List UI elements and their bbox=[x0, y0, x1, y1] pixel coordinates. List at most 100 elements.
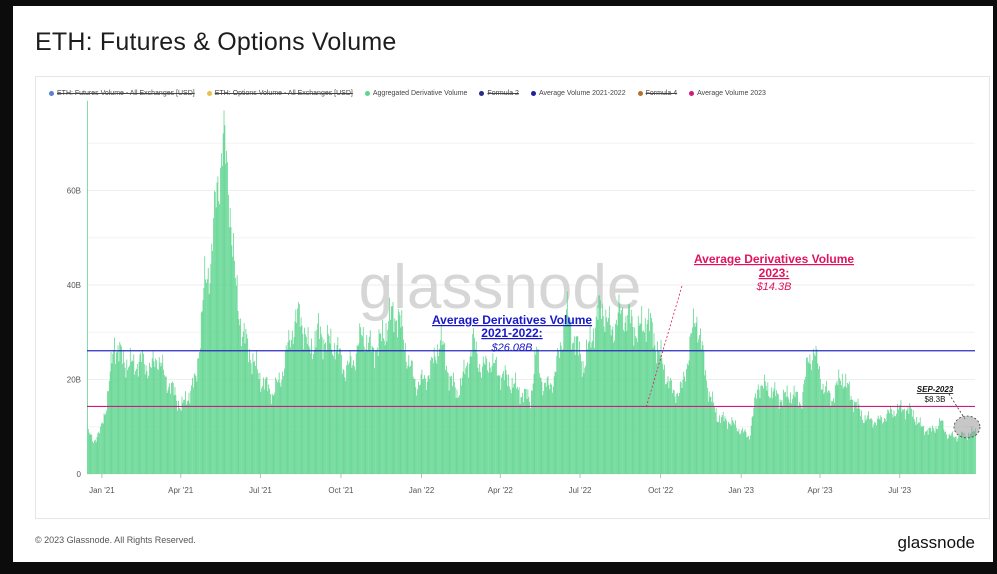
legend-item[interactable]: Formula 2 bbox=[479, 86, 519, 100]
bar bbox=[714, 406, 715, 474]
bar bbox=[880, 415, 882, 474]
bar bbox=[956, 441, 958, 474]
bar bbox=[344, 377, 346, 474]
bar bbox=[384, 345, 386, 474]
legend-label: Formula 4 bbox=[645, 89, 678, 97]
bar bbox=[185, 391, 186, 474]
bar bbox=[928, 427, 930, 474]
x-tick-label: Apr '21 bbox=[168, 486, 194, 495]
bar bbox=[935, 426, 937, 474]
bar bbox=[119, 341, 121, 474]
bar bbox=[545, 382, 546, 474]
legend-item[interactable]: Average Volume 2021-2022 bbox=[530, 86, 626, 100]
bar bbox=[120, 344, 122, 474]
legend-item[interactable]: ETH: Futures Volume - All Exchanges [USD… bbox=[49, 86, 195, 100]
bar bbox=[797, 391, 798, 474]
bar bbox=[822, 383, 824, 474]
bar bbox=[647, 319, 649, 474]
bar bbox=[946, 439, 948, 474]
bar bbox=[800, 406, 802, 474]
bar bbox=[495, 356, 497, 474]
bar bbox=[491, 365, 493, 474]
bar bbox=[573, 336, 575, 474]
bar bbox=[175, 394, 177, 474]
bar bbox=[445, 369, 446, 474]
bar bbox=[693, 323, 695, 474]
bar bbox=[340, 348, 341, 474]
bar bbox=[805, 357, 807, 474]
bar bbox=[798, 402, 800, 474]
bar bbox=[521, 397, 523, 474]
annotation-sep23-highlight bbox=[953, 415, 981, 439]
bar bbox=[335, 351, 337, 474]
bar bbox=[220, 167, 221, 474]
bar bbox=[827, 392, 828, 474]
bar bbox=[593, 328, 594, 474]
bar bbox=[326, 350, 327, 474]
bar bbox=[688, 360, 690, 474]
bar bbox=[962, 433, 964, 474]
bar bbox=[591, 342, 593, 474]
bar bbox=[444, 342, 446, 474]
bar bbox=[762, 385, 763, 474]
bar bbox=[683, 371, 685, 474]
bar bbox=[906, 409, 908, 474]
bar bbox=[146, 371, 148, 474]
bar bbox=[955, 436, 957, 474]
bar bbox=[716, 421, 718, 474]
bar bbox=[757, 384, 759, 474]
bar bbox=[189, 403, 191, 474]
bar bbox=[211, 243, 213, 474]
bar bbox=[572, 343, 573, 474]
bar bbox=[760, 386, 762, 474]
bar bbox=[655, 350, 657, 474]
bar bbox=[638, 325, 640, 474]
bar bbox=[890, 409, 892, 474]
legend-item[interactable]: ETH: Options Volume - All Exchanges [USD… bbox=[206, 86, 353, 100]
bar bbox=[283, 376, 284, 474]
bar bbox=[296, 322, 298, 474]
bar bbox=[514, 383, 516, 474]
bar bbox=[305, 336, 307, 474]
bar bbox=[584, 367, 586, 474]
bar bbox=[248, 362, 249, 474]
bar bbox=[627, 314, 629, 474]
bar bbox=[947, 438, 949, 474]
bar bbox=[141, 361, 143, 474]
bar bbox=[485, 355, 487, 474]
bar bbox=[316, 329, 318, 474]
bar bbox=[700, 328, 701, 474]
bar bbox=[195, 376, 197, 474]
bar bbox=[462, 371, 464, 474]
bar bbox=[569, 323, 571, 474]
bar bbox=[664, 384, 666, 474]
bar bbox=[427, 376, 429, 474]
bar bbox=[370, 352, 372, 474]
bar bbox=[837, 385, 839, 474]
bar bbox=[661, 358, 663, 474]
legend-item[interactable]: Average Volume 2023 bbox=[689, 86, 766, 100]
bar bbox=[249, 359, 251, 474]
bar bbox=[923, 425, 925, 474]
bar bbox=[520, 397, 522, 474]
bar bbox=[885, 421, 887, 474]
legend-item[interactable]: Formula 4 bbox=[637, 86, 678, 100]
bar bbox=[432, 357, 433, 474]
bar bbox=[280, 386, 282, 474]
bar bbox=[144, 374, 146, 474]
bar bbox=[94, 440, 95, 474]
legend-item[interactable]: Aggregated Derivative Volume bbox=[364, 86, 467, 100]
bar bbox=[171, 382, 172, 474]
bar bbox=[967, 439, 968, 474]
bar bbox=[879, 419, 881, 474]
bar bbox=[546, 377, 548, 474]
bar bbox=[628, 304, 629, 474]
bar bbox=[816, 349, 818, 474]
bar bbox=[314, 331, 316, 474]
bar bbox=[792, 394, 794, 474]
bar bbox=[692, 327, 693, 474]
bar bbox=[583, 372, 585, 474]
bar bbox=[312, 359, 313, 474]
bar bbox=[467, 362, 468, 474]
bar bbox=[859, 409, 861, 474]
